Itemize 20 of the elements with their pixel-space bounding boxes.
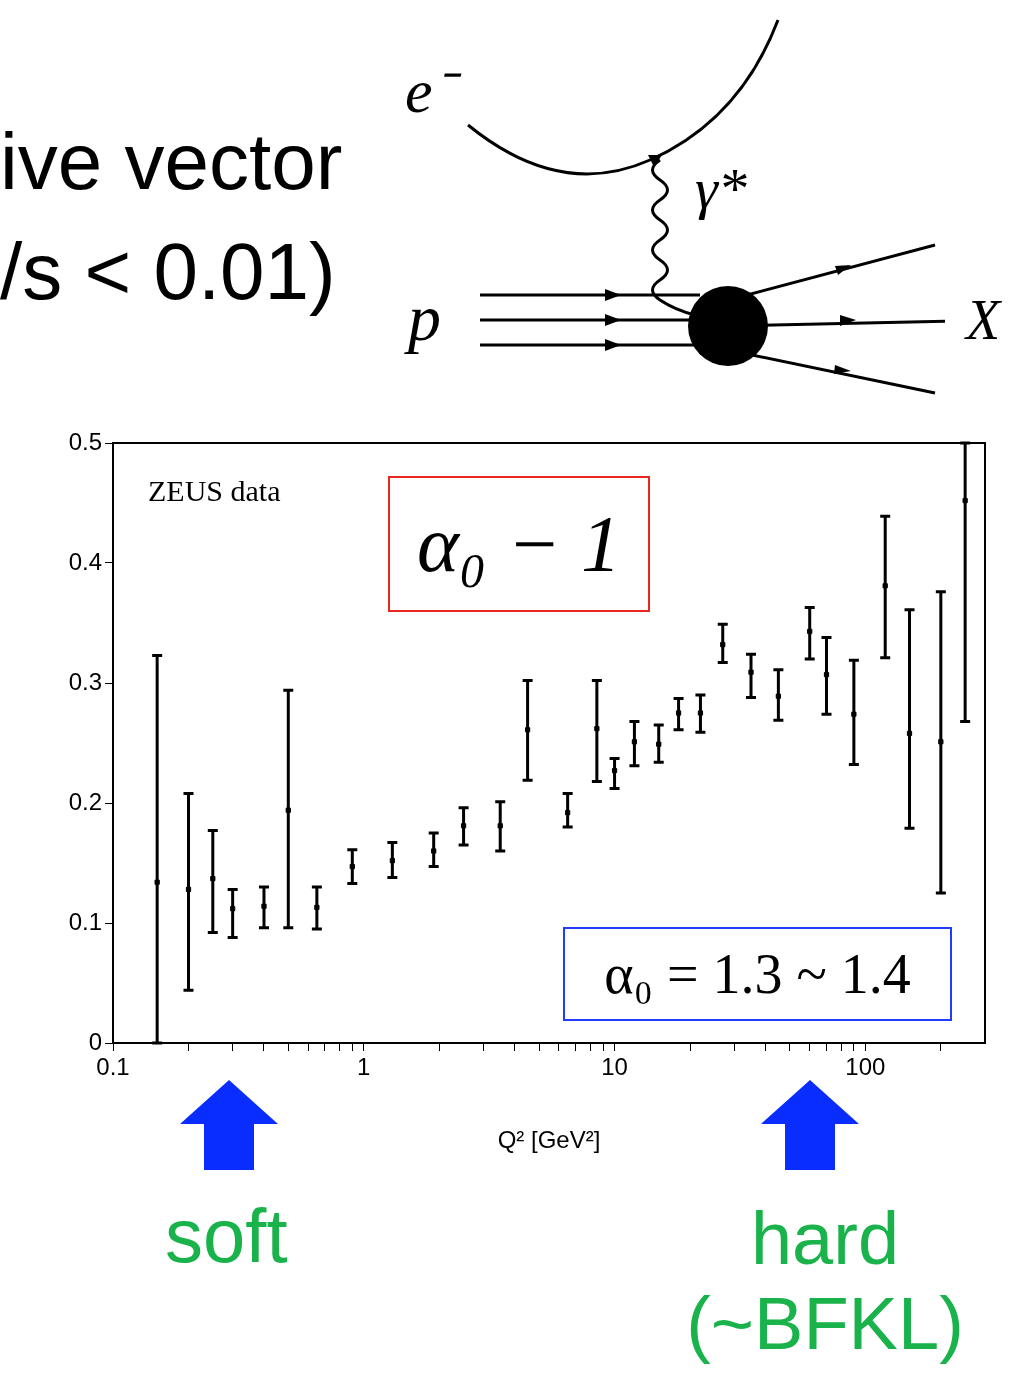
annotation: α₀ = 1.3 ~ 1.4 [563, 927, 952, 1021]
x-axis-title: Q² [GeV²] [497, 1126, 601, 1154]
x-tick-label: 10 [601, 1053, 628, 1081]
x-tick-label: 1 [357, 1053, 371, 1081]
text: γ* [695, 156, 747, 221]
text: soft [165, 1193, 288, 1278]
y-tick-label: 0.4 [68, 547, 102, 575]
y-tick-label: 0.2 [68, 787, 102, 815]
text: hard (~BFKL) [685, 1196, 965, 1367]
x-tick-label: 100 [845, 1053, 886, 1081]
text: /s < 0.01) [0, 227, 336, 316]
y-tick-label: 0.3 [68, 667, 102, 695]
text: X [966, 289, 1001, 351]
text: ive vector [0, 117, 343, 206]
y-tick-label: 0.5 [68, 427, 102, 455]
annotation: ZEUS data [148, 474, 281, 507]
y-tick-label: 0.1 [68, 907, 102, 935]
y-tick-label: 0 [88, 1027, 102, 1055]
annotation: α₀ − 1 [388, 476, 650, 612]
x-tick-label: 0.1 [96, 1053, 130, 1081]
